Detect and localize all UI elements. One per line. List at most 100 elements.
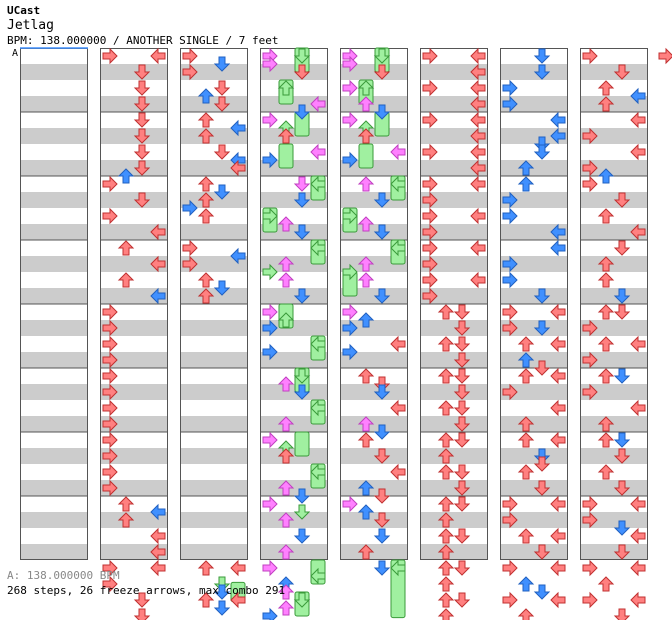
step-arrow: [613, 480, 631, 496]
step-arrow: [658, 47, 672, 65]
step-arrow: [357, 128, 375, 144]
step-arrow: [133, 80, 151, 96]
step-arrow: [533, 456, 551, 472]
step-arrow: [262, 111, 278, 129]
step-arrow: [470, 271, 486, 289]
step-arrow: [373, 448, 391, 464]
step-arrow: [277, 512, 295, 528]
step-arrow: [422, 191, 438, 209]
step-arrow: [582, 511, 598, 529]
step-arrow: [453, 352, 471, 368]
step-arrow: [213, 96, 231, 112]
step-arrow: [150, 47, 166, 65]
step-arrow: [277, 216, 295, 232]
song-title: Jetlag: [7, 18, 54, 33]
step-arrow: [262, 495, 278, 513]
step-arrow: [422, 47, 438, 65]
step-arrow: [310, 175, 326, 193]
step-arrow: [597, 576, 615, 592]
step-arrow: [357, 96, 375, 112]
step-arrow: [470, 143, 486, 161]
step-arrow: [293, 592, 311, 608]
step-arrow: [597, 464, 615, 480]
step-arrow: [277, 256, 295, 272]
step-arrow: [310, 567, 326, 585]
step-arrow: [597, 304, 615, 320]
step-arrow: [582, 591, 598, 609]
step-arrow: [390, 239, 406, 257]
bpm-summary: A: 138.000000 BPM: [7, 569, 120, 582]
step-arrow: [133, 64, 151, 80]
chart-column: [500, 48, 568, 560]
step-arrow: [197, 288, 215, 304]
step-arrow: [502, 591, 518, 609]
chart-column: [100, 48, 168, 560]
step-arrow: [102, 479, 118, 497]
step-arrow: [613, 304, 631, 320]
freeze-arrow: [294, 431, 310, 457]
step-arrow: [150, 527, 166, 545]
step-arrow: [262, 263, 278, 281]
step-arrow: [342, 319, 358, 337]
step-arrow: [597, 96, 615, 112]
step-arrow: [613, 448, 631, 464]
step-arrow: [630, 399, 646, 417]
step-arrow: [133, 592, 151, 608]
step-arrow: [150, 543, 166, 561]
step-arrow: [390, 463, 406, 481]
step-arrow: [550, 335, 566, 353]
step-arrow: [613, 608, 631, 620]
step-arrow: [630, 143, 646, 161]
step-arrow: [262, 431, 278, 449]
step-arrow: [102, 47, 118, 65]
step-arrow: [502, 319, 518, 337]
step-arrow: [342, 303, 358, 321]
step-arrow: [517, 368, 535, 384]
step-arrow: [373, 288, 391, 304]
step-arrow: [262, 303, 278, 321]
step-arrow: [277, 272, 295, 288]
step-arrow: [613, 520, 631, 536]
step-arrow: [597, 336, 615, 352]
step-arrow: [373, 104, 391, 120]
freeze-arrow: [358, 143, 374, 169]
step-arrow: [133, 144, 151, 160]
step-arrow: [630, 559, 646, 577]
step-arrow: [453, 560, 471, 576]
step-arrow: [150, 559, 166, 577]
step-arrow: [133, 160, 151, 176]
step-arrow: [342, 263, 358, 281]
step-arrow: [357, 544, 375, 560]
step-arrow: [437, 464, 455, 480]
step-arrow: [453, 368, 471, 384]
step-arrow: [613, 240, 631, 256]
step-arrow: [517, 464, 535, 480]
step-arrow: [582, 127, 598, 145]
step-arrow: [213, 80, 231, 96]
step-arrow: [277, 376, 295, 392]
step-arrow: [310, 143, 326, 161]
step-arrow: [230, 591, 246, 609]
step-arrow: [310, 335, 326, 353]
step-arrow: [437, 544, 455, 560]
step-arrow: [197, 112, 215, 128]
step-arrow: [133, 96, 151, 112]
step-arrow: [517, 528, 535, 544]
step-arrow: [390, 175, 406, 193]
step-arrow: [357, 432, 375, 448]
step-arrow: [262, 607, 278, 620]
step-arrow: [197, 272, 215, 288]
step-arrow: [422, 255, 438, 273]
step-arrow: [630, 111, 646, 129]
step-arrow: [470, 207, 486, 225]
step-arrow: [630, 223, 646, 241]
step-arrow: [582, 495, 598, 513]
step-arrow: [150, 287, 166, 305]
step-arrow: [182, 239, 198, 257]
step-arrow: [582, 383, 598, 401]
step-arrow: [342, 207, 358, 225]
step-arrow: [453, 592, 471, 608]
step-arrow: [390, 143, 406, 161]
step-arrow: [550, 591, 566, 609]
step-arrow: [502, 191, 518, 209]
